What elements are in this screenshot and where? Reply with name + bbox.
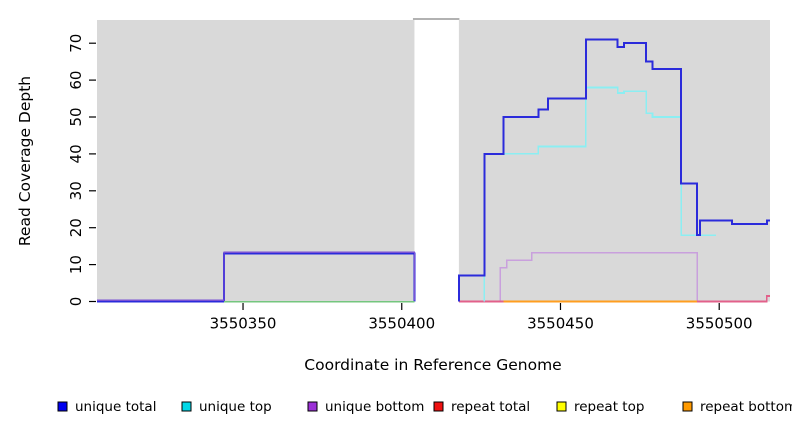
series-line-baseline-blend-pink-right — [697, 295, 770, 303]
legend-label-unique-total: unique total — [75, 399, 156, 415]
legend: unique total unique top unique bottom repea… — [57, 399, 792, 415]
legend-label-repeat-total: repeat total — [451, 399, 530, 415]
y-tick-label: 0 — [67, 297, 85, 307]
y-axis-title: Read Coverage Depth — [16, 76, 34, 246]
series-line-unique-bottom-left — [97, 251, 416, 301]
series-line-unique-total-right — [457, 38, 770, 302]
x-tick-label: 3550500 — [686, 315, 753, 333]
series-line-unique-bottom-right — [499, 251, 698, 301]
legend-swatch-unique-total — [57, 401, 68, 412]
legend-label-repeat-bottom: repeat bottom — [700, 399, 792, 415]
legend-swatch-repeat-top — [556, 401, 567, 412]
y-tick-label: 30 — [67, 181, 85, 200]
y-tick-label: 70 — [67, 34, 85, 53]
series-line-unique-top — [483, 86, 716, 302]
legend-swatch-repeat-bottom — [682, 401, 693, 412]
x-tick-label: 3550450 — [527, 315, 594, 333]
legend-swatch-unique-top — [181, 401, 192, 412]
x-tick-label: 3550400 — [368, 315, 435, 333]
legend-swatch-repeat-total — [433, 401, 444, 412]
legend-label-unique-top: unique top — [199, 399, 272, 415]
legend-label-unique-bottom: unique bottom — [325, 399, 424, 415]
y-tick-label: 60 — [67, 71, 85, 90]
x-tick-label: 3550350 — [210, 315, 277, 333]
x-axis: 3550350 3550400 3550450 3550500 — [210, 303, 753, 333]
y-tick-label: 20 — [67, 218, 85, 237]
x-axis-title: Coordinate in Reference Genome — [304, 356, 561, 374]
y-tick-label: 10 — [67, 255, 85, 274]
legend-label-repeat-top: repeat top — [574, 399, 644, 415]
y-tick-label: 40 — [67, 144, 85, 163]
no-data-gap-rect — [414, 20, 459, 302]
legend-swatch-unique-bottom — [307, 401, 318, 412]
y-tick-label: 50 — [67, 107, 85, 126]
series-lines-group — [97, 38, 770, 303]
y-axis: 0 10 20 30 40 50 60 70 — [67, 34, 96, 307]
